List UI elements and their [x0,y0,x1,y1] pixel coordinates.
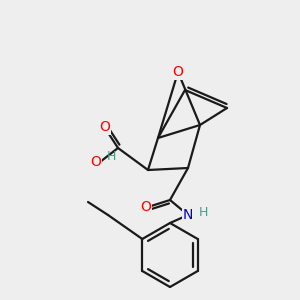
Text: O: O [141,200,152,214]
Text: O: O [91,155,101,169]
Text: N: N [183,208,193,222]
Text: O: O [100,120,110,134]
Text: O: O [172,65,183,79]
Text: H: H [199,206,208,218]
Text: H: H [107,151,116,164]
